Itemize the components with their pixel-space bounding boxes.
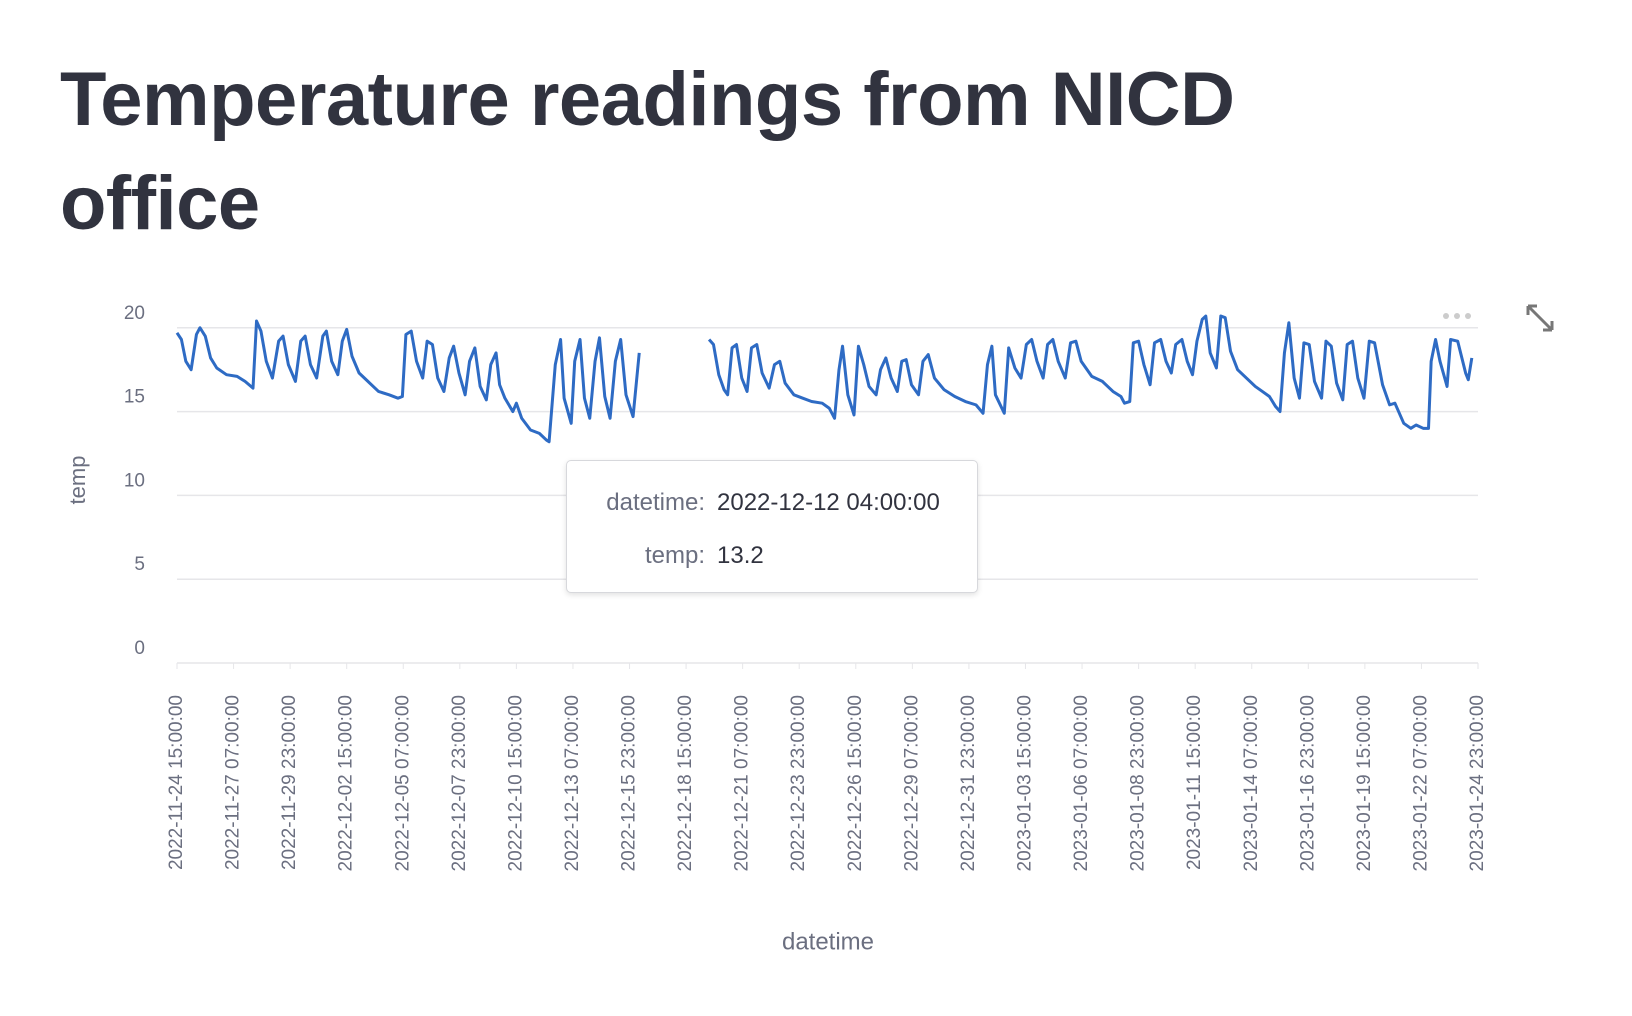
y-tick-label: 10 xyxy=(124,470,145,491)
tooltip-label: temp: xyxy=(644,542,705,569)
x-axis-title: datetime xyxy=(782,928,874,955)
y-axis-title: temp xyxy=(65,456,90,505)
x-tick-label: 2023-01-16 23:00:00 xyxy=(1297,695,1318,871)
x-tick-label: 2022-12-07 23:00:00 xyxy=(449,695,470,871)
x-tick-label: 2022-12-05 07:00:00 xyxy=(392,695,413,871)
data-line xyxy=(707,314,1474,430)
x-tick-label: 2022-12-23 23:00:00 xyxy=(788,695,809,871)
page-title: Temperature readings from NICD office xyxy=(60,57,1235,246)
x-tick-label: 2022-12-02 15:00:00 xyxy=(336,695,357,871)
x-tick-label: 2022-12-31 23:00:00 xyxy=(958,695,979,871)
y-tick-label: 15 xyxy=(124,387,145,408)
y-tick-label: 5 xyxy=(134,554,145,575)
x-tick-label: 2023-01-08 23:00:00 xyxy=(1128,695,1149,871)
x-tick-label: 2023-01-14 07:00:00 xyxy=(1241,695,1262,871)
more-menu[interactable] xyxy=(1443,313,1471,319)
x-tick-label: 2022-12-21 07:00:00 xyxy=(732,695,753,871)
x-tick-label: 2023-01-19 15:00:00 xyxy=(1354,695,1375,871)
tooltip-value: 2022-12-12 04:00:00 xyxy=(717,489,940,516)
x-tick-label: 2022-11-24 15:00:00 xyxy=(166,695,187,870)
x-tick-label: 2023-01-22 07:00:00 xyxy=(1410,695,1431,871)
x-tick-label: 2022-12-29 07:00:00 xyxy=(901,695,922,871)
x-tick-label: 2022-12-13 07:00:00 xyxy=(562,695,583,871)
tooltip-value: 13.2 xyxy=(717,542,764,569)
y-tick-label: 20 xyxy=(124,303,145,324)
y-tick-label: 0 xyxy=(134,638,145,659)
x-tick-label: 2022-12-18 15:00:00 xyxy=(675,695,696,871)
x-tick-label: 2022-11-27 07:00:00 xyxy=(223,695,244,870)
tooltip-label: datetime: xyxy=(606,489,705,516)
data-line xyxy=(175,319,641,444)
x-tick-label: 2022-12-26 15:00:00 xyxy=(845,695,866,871)
x-tick-label: 2022-12-10 15:00:00 xyxy=(505,695,526,871)
x-tick-label: 2022-11-29 23:00:00 xyxy=(279,695,300,870)
fullscreen-button[interactable] xyxy=(1526,304,1554,332)
tooltip: datetime: 2022-12-12 04:00:00 temp: 13.2 xyxy=(566,460,978,593)
x-tick-label: 2023-01-03 15:00:00 xyxy=(1014,695,1035,871)
x-tick-label: 2023-01-24 23:00:00 xyxy=(1467,695,1488,871)
x-tick-label: 2023-01-06 07:00:00 xyxy=(1071,695,1092,871)
x-tick-label: 2023-01-11 15:00:00 xyxy=(1184,695,1205,870)
x-tick-label: 2022-12-15 23:00:00 xyxy=(619,695,640,871)
